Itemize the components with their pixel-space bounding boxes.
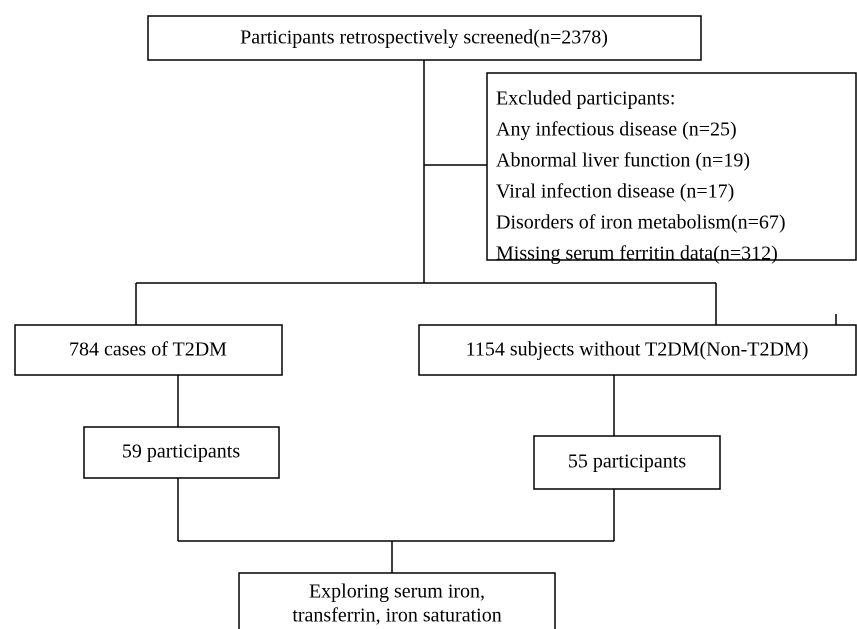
- excluded-item: Abnormal liver function (n=19): [496, 150, 750, 172]
- box: [533, 435, 721, 490]
- excluded-item: Missing serum ferritin data(n=312): [496, 243, 778, 265]
- excluded-item: Disorders of iron metabolism(n=67): [496, 212, 786, 234]
- box-label: transferrin, iron saturation: [292, 605, 501, 627]
- excluded-box: [486, 72, 857, 261]
- box-label: 55 participants: [568, 451, 687, 473]
- box: [14, 324, 283, 376]
- box: [83, 426, 280, 479]
- box-label: Participants retrospectively screened(n=…: [240, 27, 608, 49]
- box: [147, 15, 702, 61]
- excluded-item: Any infectious disease (n=25): [496, 119, 737, 141]
- box-label: 1154 subjects without T2DM(Non-T2DM): [466, 339, 809, 361]
- box: [238, 572, 556, 629]
- box-label: 784 cases of T2DM: [69, 339, 227, 361]
- box-label: 59 participants: [122, 441, 241, 463]
- excluded-item: Viral infection disease (n=17): [496, 181, 734, 203]
- excluded-title: Excluded participants:: [496, 88, 675, 110]
- box: [418, 324, 857, 376]
- box-label: Exploring serum iron,: [309, 581, 485, 603]
